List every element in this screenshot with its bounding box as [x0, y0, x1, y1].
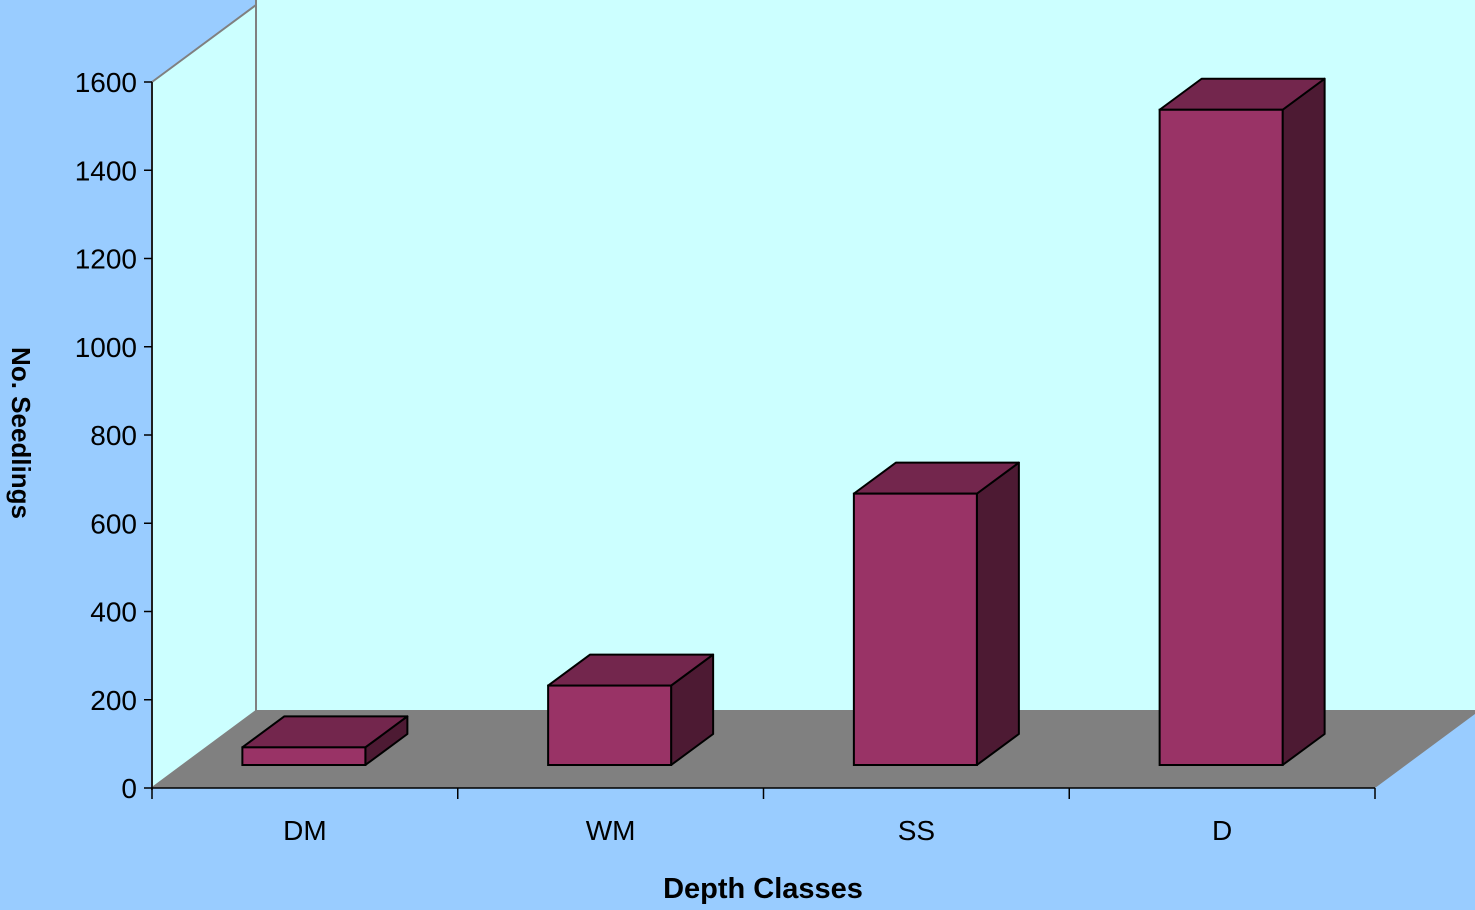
x-tick-label: WM [586, 815, 636, 846]
bar-side-face [975, 461, 1020, 766]
bar-front-face [241, 746, 367, 766]
floor [152, 711, 1475, 788]
bar-series [241, 77, 1326, 767]
side-wall [151, 3, 257, 790]
x-tick-label: DM [283, 815, 327, 846]
y-tick-label: 1400 [75, 155, 137, 186]
bar-WM [547, 653, 715, 767]
x-axis-title: Depth Classes [663, 873, 863, 905]
axes: 0 200 400 600 800 1000 1200 1400 1600 DM WM SS D [75, 67, 1376, 846]
bar-side-face [1281, 77, 1326, 766]
y-tick-label: 0 [121, 773, 137, 804]
bar-SS [852, 461, 1020, 766]
y-tick-label: 1200 [75, 244, 137, 275]
y-tick-label: 1000 [75, 332, 137, 363]
bar-front-face [547, 684, 673, 767]
bar-front-face [852, 492, 978, 766]
y-tick-label: 1600 [75, 67, 137, 98]
y-tick-label: 400 [90, 597, 137, 628]
x-tick-label: D [1212, 815, 1232, 846]
y-axis-title: No. Seedlings [6, 347, 36, 519]
y-tick-label: 600 [90, 508, 137, 539]
y-tick-label: 200 [90, 685, 137, 716]
x-tick-label: SS [898, 815, 935, 846]
bar-DM [241, 715, 409, 766]
bar-D [1158, 77, 1326, 766]
bar-front-face [1158, 108, 1284, 766]
y-tick-label: 800 [90, 420, 137, 451]
